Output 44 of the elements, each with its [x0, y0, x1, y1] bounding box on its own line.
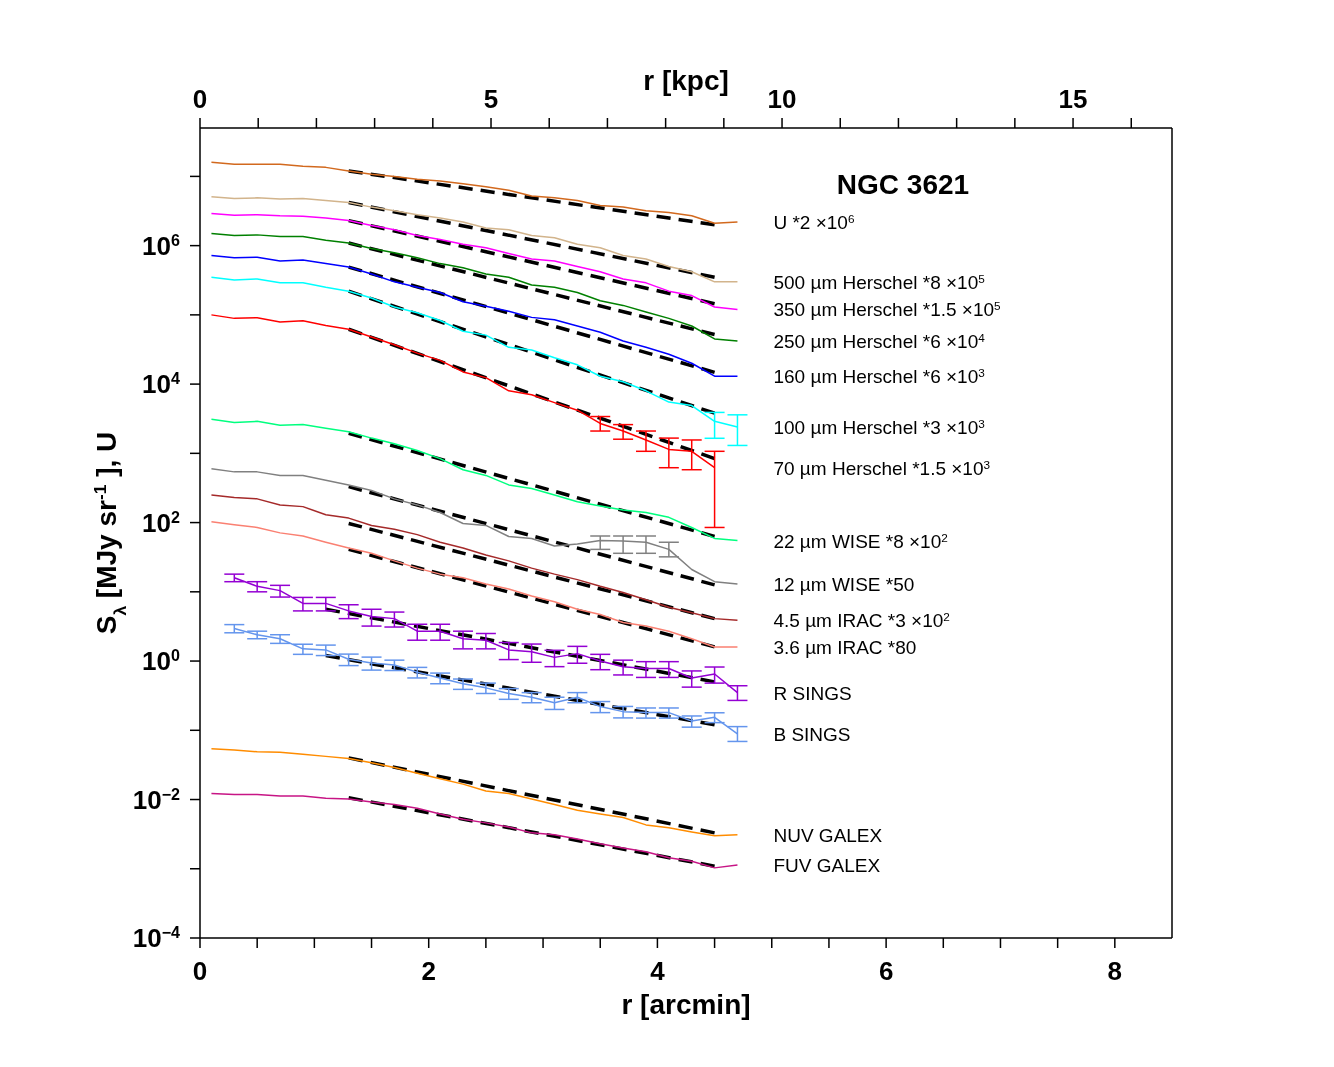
x2-tick-label: 10 [767, 84, 797, 114]
series-label: 350 µm Herschel *1.5 ×10$^{5}$ [773, 298, 1002, 321]
series-label: 500 µm Herschel *8 ×10$^{5}$ [773, 271, 986, 293]
line-series [210, 161, 739, 225]
x-tick-label: 4 [650, 956, 666, 986]
series-label: U *2 ×10$^{6}$ [773, 211, 855, 233]
x-tick-label: 8 [1107, 956, 1123, 986]
series-label: FUV GALEX [773, 855, 881, 877]
line-series [210, 195, 739, 283]
series-label: 160 µm Herschel *6 ×10$^{3}$ [773, 365, 986, 388]
x-tick-label: 2 [421, 956, 436, 986]
series-label: NUV GALEX [773, 824, 883, 846]
line-series [210, 494, 739, 621]
x-tick-label: 0 [192, 956, 208, 986]
y-tick-label: 10$^{0}$ [142, 646, 181, 677]
text: 70 µm Herschel *1.5 ×10$^{3}$ [773, 457, 991, 479]
x-tick-label: 6 [878, 956, 894, 986]
x2-tick-label: 15 [1058, 84, 1088, 114]
x2-axis-title: r [kpc] [643, 65, 729, 96]
series-label: 250 µm Herschel *6 ×10$^{4}$ [773, 330, 986, 352]
line-series [210, 232, 739, 342]
x2-tick-label: 0 [192, 84, 208, 114]
y-tick-label: 10$^{4}$ [142, 369, 181, 400]
series-label: 3.6 µm IRAC *80 [773, 636, 917, 658]
series-label: 12 µm WISE *50 [773, 573, 915, 595]
y-tick-label: 10$^{2}$ [142, 507, 181, 538]
x-axis-title: r [arcmin] [621, 989, 751, 1020]
line-series [210, 748, 739, 837]
series-label: R SINGS [773, 682, 852, 704]
line-series [210, 254, 739, 377]
line-series [210, 467, 739, 585]
series-label: 22 µm WISE *8 ×10$^{2}$ [773, 530, 948, 552]
series-label: 4.5 µm IRAC *3 ×10$^{2}$ [773, 609, 950, 632]
text: NGC 3621 [836, 169, 970, 200]
y-tick-label: 10$^{−2}$ [132, 784, 181, 815]
x2-tick-label: 5 [483, 84, 499, 114]
line-series [210, 418, 739, 542]
series-label: 100 µm Herschel *3 ×10$^{3}$ [773, 416, 986, 439]
series-label: B SINGS [773, 723, 851, 745]
y-tick-label: 10$^{6}$ [142, 230, 181, 261]
y-tick-label: 10$^{−4}$ [132, 923, 181, 953]
line-series [210, 212, 739, 311]
line-series [210, 520, 739, 648]
line-series [210, 792, 739, 869]
